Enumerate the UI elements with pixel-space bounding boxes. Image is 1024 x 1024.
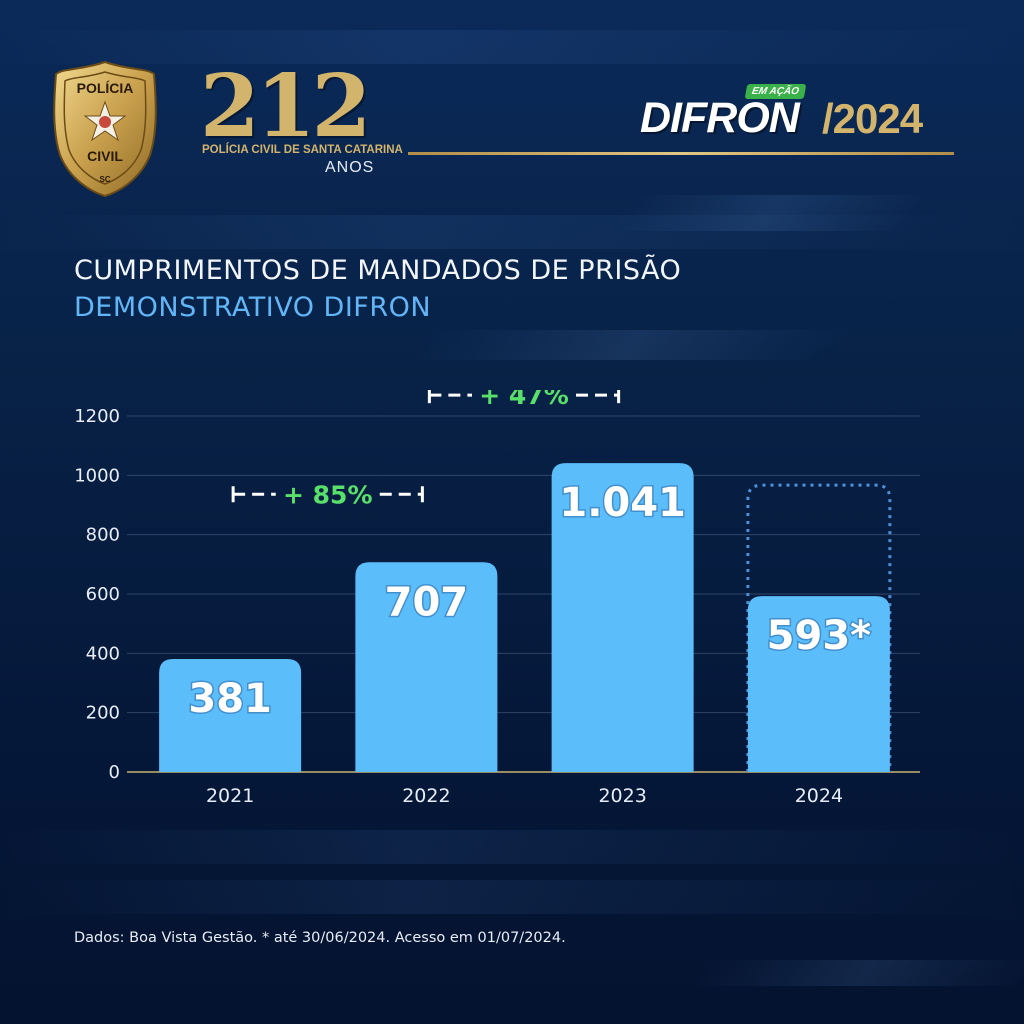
bar-value-label: 707 (385, 579, 469, 625)
bar-value-label: 593* (767, 613, 871, 659)
bar-value-label: 381 (188, 676, 272, 722)
bar-2022 (355, 562, 498, 772)
y-tick-label: 1200 (74, 406, 120, 427)
bg-slash (408, 330, 852, 360)
anniversary-org: POLÍCIA CIVIL DE SANTA CATARINA (202, 144, 403, 156)
growth-annotation: + 47% (479, 390, 569, 410)
bar-2021 (159, 658, 302, 772)
x-tick-label: 2024 (795, 785, 843, 807)
anniversary-logo: 212 POLÍCIA CIVIL DE SANTA CATARINA ANOS (200, 64, 403, 185)
anniversary-word: ANOS (325, 159, 375, 176)
police-badge-icon: POLÍCIA CIVIL SC (53, 60, 157, 198)
y-tick-label: 200 (86, 703, 120, 724)
brand-tag: EM AÇÃO (744, 84, 807, 99)
difron-brand: DIFRON EM AÇÃO /2024 (640, 84, 960, 164)
x-tick-label: 2023 (598, 785, 646, 807)
header-divider (408, 152, 954, 155)
chart-subtitle: DEMONSTRATIVO DIFRON (74, 292, 432, 323)
badge-top-text: POLÍCIA (77, 80, 134, 96)
data-source-note: Dados: Boa Vista Gestão. * até 30/06/202… (74, 930, 566, 946)
brand-year: /2024 (822, 95, 923, 142)
chart-title: CUMPRIMENTOS DE MANDADOS DE PRISÃO (74, 255, 682, 286)
anniversary-number: 212 (200, 56, 372, 157)
y-tick-label: 600 (86, 584, 120, 605)
bg-stripe (0, 830, 1024, 864)
x-tick-label: 2021 (206, 785, 254, 807)
bar-chart: 0 200 400 600 800 1000 1200 381 2021 707 2022 1.041… (74, 390, 920, 807)
badge-bottom-text: CIVIL (87, 148, 123, 164)
bg-slash (605, 195, 935, 231)
badge-state-text: SC (99, 175, 110, 184)
bar-2024 (747, 596, 890, 772)
bg-stripe (0, 880, 1024, 914)
x-tick-label: 2022 (402, 785, 450, 807)
y-tick-label: 1000 (74, 465, 120, 486)
bg-stripe (0, 30, 1024, 64)
y-tick-label: 800 (86, 525, 120, 546)
bar-2023 (551, 463, 694, 772)
y-tick-label: 0 (109, 762, 120, 783)
bg-stripe (0, 215, 1024, 249)
y-tick-label: 400 (86, 643, 120, 664)
partial-year-outline (746, 483, 892, 772)
growth-annotation: + 85% (283, 480, 373, 509)
bg-slash (689, 960, 1024, 986)
bar-value-label: 1.041 (559, 480, 686, 526)
brand-name: DIFRON (640, 94, 800, 142)
